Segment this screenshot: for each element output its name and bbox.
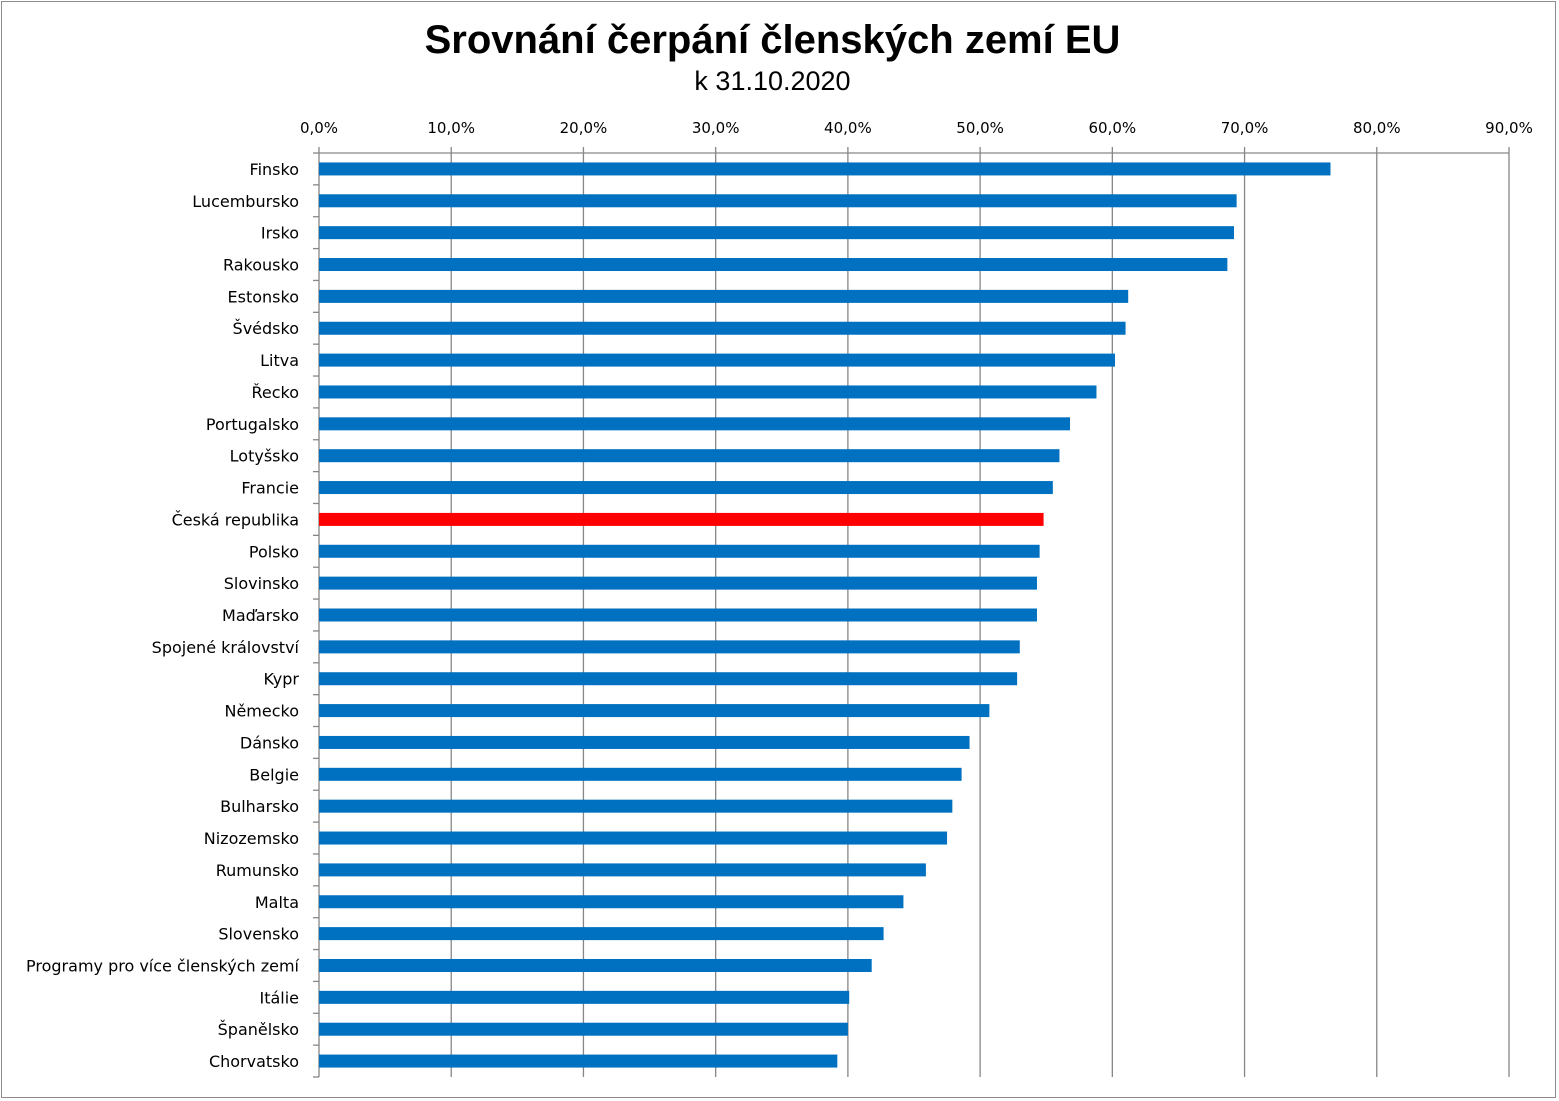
category-label: Dánsko: [240, 733, 299, 752]
bar: [319, 799, 953, 813]
category-label: Švédsko: [233, 319, 299, 338]
x-tick-label: 10,0%: [427, 119, 475, 137]
x-tick-label: 90,0%: [1485, 119, 1533, 137]
category-label: Spojené království: [152, 638, 300, 657]
category-label: Francie: [241, 479, 299, 498]
bar: [319, 576, 1037, 590]
category-label: Chorvatsko: [209, 1052, 299, 1071]
category-label: Maďarsko: [222, 606, 299, 625]
bar: [319, 353, 1115, 367]
bar: [319, 544, 1040, 558]
category-label: Španělsko: [218, 1020, 299, 1039]
bar: [319, 608, 1037, 622]
bar: [319, 958, 872, 972]
bar: [319, 194, 1237, 208]
bar: [319, 704, 990, 718]
bar: [319, 927, 884, 941]
category-label: Rumunsko: [216, 861, 299, 880]
bar: [319, 226, 1234, 240]
bar: [319, 672, 1018, 686]
category-label: Slovinsko: [224, 574, 299, 593]
category-label: Nizozemsko: [204, 829, 299, 848]
bar: [319, 481, 1053, 495]
bar: [319, 990, 850, 1004]
bar: [319, 321, 1126, 335]
category-label: Litva: [260, 351, 299, 370]
bar: [319, 289, 1129, 303]
category-label: Německo: [224, 702, 299, 721]
x-tick-label: 60,0%: [1089, 119, 1137, 137]
bar: [319, 831, 948, 845]
category-label: Lotyšsko: [230, 447, 299, 466]
category-label: Finsko: [250, 160, 299, 179]
category-label: Estonsko: [228, 287, 299, 306]
category-label: Česká republika: [172, 510, 299, 529]
bar: [319, 417, 1071, 431]
category-label: Polsko: [249, 542, 299, 561]
chart-subtitle: k 31.10.2020: [694, 66, 851, 96]
category-label: Portugalsko: [206, 415, 299, 434]
x-tick-label: 50,0%: [956, 119, 1004, 137]
category-label: Itálie: [259, 988, 299, 1007]
category-label: Belgie: [249, 765, 299, 784]
category-label: Lucembursko: [192, 192, 299, 211]
bar: [319, 895, 904, 909]
x-tick-label: 80,0%: [1353, 119, 1401, 137]
x-tick-label: 40,0%: [824, 119, 872, 137]
chart-title: Srovnání čerpání členských zemí EU: [424, 18, 1121, 62]
bar: [319, 863, 926, 877]
bar: [319, 1022, 848, 1036]
category-label: Slovensko: [218, 925, 299, 944]
bar: [319, 767, 962, 781]
x-tick-label: 0,0%: [300, 119, 338, 137]
bar: [319, 1054, 838, 1068]
bar: [319, 162, 1331, 176]
bar: [319, 449, 1060, 463]
category-label: Rakousko: [223, 256, 299, 275]
category-label: Malta: [255, 893, 299, 912]
bar: [319, 640, 1020, 654]
x-tick-label: 20,0%: [560, 119, 608, 137]
category-label: Kypr: [263, 670, 299, 689]
category-label: Programy pro více členských zemí: [26, 956, 300, 975]
bar: [319, 735, 970, 749]
bar: [319, 385, 1097, 399]
x-tick-label: 70,0%: [1221, 119, 1269, 137]
bar: [319, 512, 1044, 526]
bar: [319, 258, 1228, 272]
category-label: Řecko: [251, 383, 299, 402]
category-label: Bulharsko: [220, 797, 299, 816]
category-label: Irsko: [261, 224, 299, 243]
x-tick-label: 30,0%: [692, 119, 740, 137]
